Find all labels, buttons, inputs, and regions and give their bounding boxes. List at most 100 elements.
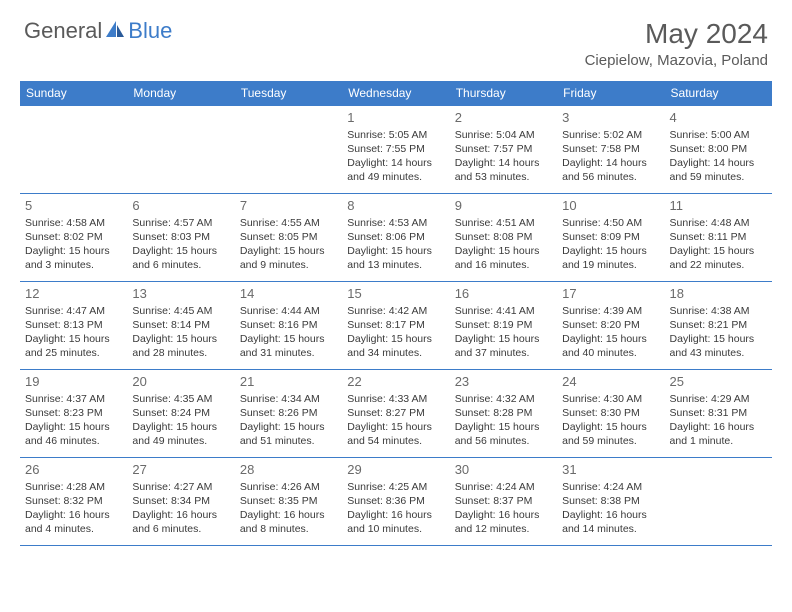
- calendar-day-cell: 22Sunrise: 4:33 AMSunset: 8:27 PMDayligh…: [342, 370, 449, 458]
- calendar-day-cell: 21Sunrise: 4:34 AMSunset: 8:26 PMDayligh…: [235, 370, 342, 458]
- calendar-day-cell: 13Sunrise: 4:45 AMSunset: 8:14 PMDayligh…: [127, 282, 234, 370]
- day-number: 5: [25, 197, 122, 215]
- sunset-text: Sunset: 8:11 PM: [670, 230, 767, 244]
- weekday-header: Tuesday: [235, 81, 342, 106]
- day-number: 12: [25, 285, 122, 303]
- sunrise-text: Sunrise: 4:42 AM: [347, 304, 444, 318]
- weekday-header: Wednesday: [342, 81, 449, 106]
- sunrise-text: Sunrise: 4:32 AM: [455, 392, 552, 406]
- day-number: 1: [347, 109, 444, 127]
- sunset-text: Sunset: 8:24 PM: [132, 406, 229, 420]
- sunset-text: Sunset: 8:05 PM: [240, 230, 337, 244]
- calendar-day-cell: [665, 458, 772, 546]
- calendar-week-row: 5Sunrise: 4:58 AMSunset: 8:02 PMDaylight…: [20, 194, 772, 282]
- logo: General Blue: [24, 18, 172, 44]
- daylight-text: Daylight: 14 hours and 49 minutes.: [347, 156, 444, 184]
- calendar-day-cell: 15Sunrise: 4:42 AMSunset: 8:17 PMDayligh…: [342, 282, 449, 370]
- calendar-day-cell: 25Sunrise: 4:29 AMSunset: 8:31 PMDayligh…: [665, 370, 772, 458]
- sunset-text: Sunset: 8:23 PM: [25, 406, 122, 420]
- sunset-text: Sunset: 7:55 PM: [347, 142, 444, 156]
- day-number: 7: [240, 197, 337, 215]
- sunset-text: Sunset: 8:36 PM: [347, 494, 444, 508]
- day-number: 29: [347, 461, 444, 479]
- day-number: 30: [455, 461, 552, 479]
- sunrise-text: Sunrise: 5:00 AM: [670, 128, 767, 142]
- sunrise-text: Sunrise: 4:35 AM: [132, 392, 229, 406]
- sunset-text: Sunset: 8:32 PM: [25, 494, 122, 508]
- calendar-day-cell: 31Sunrise: 4:24 AMSunset: 8:38 PMDayligh…: [557, 458, 664, 546]
- weekday-header: Monday: [127, 81, 234, 106]
- calendar-day-cell: 27Sunrise: 4:27 AMSunset: 8:34 PMDayligh…: [127, 458, 234, 546]
- calendar-day-cell: 28Sunrise: 4:26 AMSunset: 8:35 PMDayligh…: [235, 458, 342, 546]
- sunrise-text: Sunrise: 4:30 AM: [562, 392, 659, 406]
- day-number: 27: [132, 461, 229, 479]
- location: Ciepielow, Mazovia, Poland: [585, 52, 768, 69]
- sunset-text: Sunset: 8:06 PM: [347, 230, 444, 244]
- calendar-day-cell: 26Sunrise: 4:28 AMSunset: 8:32 PMDayligh…: [20, 458, 127, 546]
- calendar-day-cell: 18Sunrise: 4:38 AMSunset: 8:21 PMDayligh…: [665, 282, 772, 370]
- day-number: 18: [670, 285, 767, 303]
- sunrise-text: Sunrise: 4:27 AM: [132, 480, 229, 494]
- daylight-text: Daylight: 15 hours and 49 minutes.: [132, 420, 229, 448]
- calendar-day-cell: [20, 106, 127, 194]
- calendar-week-row: 1Sunrise: 5:05 AMSunset: 7:55 PMDaylight…: [20, 106, 772, 194]
- sunset-text: Sunset: 8:37 PM: [455, 494, 552, 508]
- sunset-text: Sunset: 8:21 PM: [670, 318, 767, 332]
- daylight-text: Daylight: 16 hours and 12 minutes.: [455, 508, 552, 536]
- sunset-text: Sunset: 8:26 PM: [240, 406, 337, 420]
- day-number: 9: [455, 197, 552, 215]
- daylight-text: Daylight: 15 hours and 40 minutes.: [562, 332, 659, 360]
- daylight-text: Daylight: 15 hours and 3 minutes.: [25, 244, 122, 272]
- weekday-header: Saturday: [665, 81, 772, 106]
- day-number: 8: [347, 197, 444, 215]
- calendar-day-cell: [127, 106, 234, 194]
- daylight-text: Daylight: 15 hours and 31 minutes.: [240, 332, 337, 360]
- sunrise-text: Sunrise: 4:50 AM: [562, 216, 659, 230]
- sunset-text: Sunset: 8:13 PM: [25, 318, 122, 332]
- day-number: 6: [132, 197, 229, 215]
- calendar-day-cell: 16Sunrise: 4:41 AMSunset: 8:19 PMDayligh…: [450, 282, 557, 370]
- sunrise-text: Sunrise: 4:57 AM: [132, 216, 229, 230]
- sunset-text: Sunset: 8:28 PM: [455, 406, 552, 420]
- sunrise-text: Sunrise: 4:44 AM: [240, 304, 337, 318]
- title-block: May 2024 Ciepielow, Mazovia, Poland: [585, 18, 768, 69]
- sunrise-text: Sunrise: 4:24 AM: [562, 480, 659, 494]
- calendar-day-cell: 4Sunrise: 5:00 AMSunset: 8:00 PMDaylight…: [665, 106, 772, 194]
- day-number: 26: [25, 461, 122, 479]
- sunset-text: Sunset: 8:16 PM: [240, 318, 337, 332]
- calendar-day-cell: 2Sunrise: 5:04 AMSunset: 7:57 PMDaylight…: [450, 106, 557, 194]
- calendar-day-cell: 10Sunrise: 4:50 AMSunset: 8:09 PMDayligh…: [557, 194, 664, 282]
- calendar-day-cell: 24Sunrise: 4:30 AMSunset: 8:30 PMDayligh…: [557, 370, 664, 458]
- calendar-day-cell: 8Sunrise: 4:53 AMSunset: 8:06 PMDaylight…: [342, 194, 449, 282]
- calendar-day-cell: 20Sunrise: 4:35 AMSunset: 8:24 PMDayligh…: [127, 370, 234, 458]
- weekday-header: Friday: [557, 81, 664, 106]
- calendar-week-row: 19Sunrise: 4:37 AMSunset: 8:23 PMDayligh…: [20, 370, 772, 458]
- daylight-text: Daylight: 16 hours and 6 minutes.: [132, 508, 229, 536]
- sunset-text: Sunset: 8:35 PM: [240, 494, 337, 508]
- logo-text-general: General: [24, 18, 102, 44]
- daylight-text: Daylight: 15 hours and 46 minutes.: [25, 420, 122, 448]
- calendar-day-cell: 29Sunrise: 4:25 AMSunset: 8:36 PMDayligh…: [342, 458, 449, 546]
- sunset-text: Sunset: 8:09 PM: [562, 230, 659, 244]
- calendar-day-cell: 7Sunrise: 4:55 AMSunset: 8:05 PMDaylight…: [235, 194, 342, 282]
- sunrise-text: Sunrise: 5:02 AM: [562, 128, 659, 142]
- daylight-text: Daylight: 15 hours and 51 minutes.: [240, 420, 337, 448]
- sunset-text: Sunset: 8:03 PM: [132, 230, 229, 244]
- daylight-text: Daylight: 15 hours and 37 minutes.: [455, 332, 552, 360]
- weekday-header: Sunday: [20, 81, 127, 106]
- weekday-header-row: Sunday Monday Tuesday Wednesday Thursday…: [20, 81, 772, 106]
- daylight-text: Daylight: 15 hours and 59 minutes.: [562, 420, 659, 448]
- calendar-body: 1Sunrise: 5:05 AMSunset: 7:55 PMDaylight…: [20, 106, 772, 546]
- day-number: 3: [562, 109, 659, 127]
- sunset-text: Sunset: 8:31 PM: [670, 406, 767, 420]
- day-number: 10: [562, 197, 659, 215]
- sunrise-text: Sunrise: 4:47 AM: [25, 304, 122, 318]
- sunset-text: Sunset: 8:34 PM: [132, 494, 229, 508]
- calendar-day-cell: 5Sunrise: 4:58 AMSunset: 8:02 PMDaylight…: [20, 194, 127, 282]
- calendar-day-cell: 9Sunrise: 4:51 AMSunset: 8:08 PMDaylight…: [450, 194, 557, 282]
- day-number: 4: [670, 109, 767, 127]
- day-number: 23: [455, 373, 552, 391]
- daylight-text: Daylight: 15 hours and 22 minutes.: [670, 244, 767, 272]
- sunrise-text: Sunrise: 4:38 AM: [670, 304, 767, 318]
- calendar-day-cell: 3Sunrise: 5:02 AMSunset: 7:58 PMDaylight…: [557, 106, 664, 194]
